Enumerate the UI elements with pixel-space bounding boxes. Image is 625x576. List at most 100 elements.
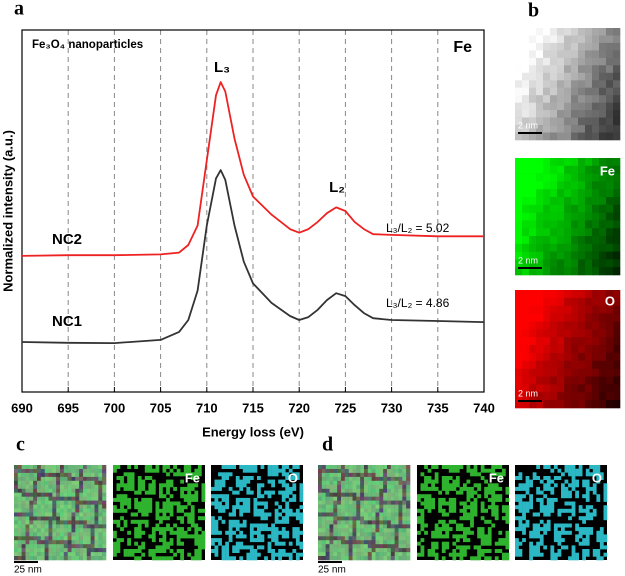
pixel <box>56 469 61 474</box>
pixel <box>539 490 544 495</box>
pixel <box>557 80 565 89</box>
pixel <box>596 476 601 480</box>
pixel <box>536 165 544 174</box>
pixel <box>459 516 464 521</box>
pixel <box>239 497 244 502</box>
pixel <box>176 508 181 513</box>
pixel <box>578 132 586 141</box>
pixel <box>529 549 533 553</box>
pixel <box>260 534 265 539</box>
pixel <box>123 501 128 506</box>
pixel <box>515 102 523 111</box>
pixel <box>79 476 84 482</box>
pixel <box>543 87 551 96</box>
pixel <box>438 490 442 495</box>
pixel <box>37 528 42 533</box>
pixel <box>596 556 601 561</box>
pixel <box>466 490 471 495</box>
pixel <box>94 512 99 517</box>
pixel <box>585 65 593 74</box>
pixel <box>194 556 199 561</box>
pixel <box>257 501 261 506</box>
pixel <box>387 469 392 474</box>
pixel <box>183 465 188 469</box>
pixel <box>162 465 167 469</box>
pixel <box>585 165 593 174</box>
pixel <box>599 50 607 59</box>
pixel <box>550 392 558 401</box>
pixel <box>515 360 523 369</box>
pixel <box>63 556 68 561</box>
pixel <box>463 549 467 553</box>
pixel <box>578 95 586 103</box>
pixel <box>578 42 586 51</box>
pixel <box>596 530 601 535</box>
pixel <box>356 488 361 494</box>
pixel <box>613 243 621 252</box>
pixel <box>564 368 572 377</box>
pixel <box>98 504 103 509</box>
pixel <box>431 465 435 469</box>
pixel <box>134 490 138 495</box>
pixel <box>218 472 222 477</box>
pixel <box>532 552 537 557</box>
pixel <box>613 259 621 268</box>
pixel <box>585 527 590 532</box>
pixel <box>564 95 572 103</box>
pixel <box>529 35 537 44</box>
pixel <box>606 28 614 36</box>
pixel <box>592 345 600 354</box>
pixel <box>187 468 192 473</box>
pixel <box>197 527 202 532</box>
pixel <box>398 528 403 533</box>
pixel <box>477 527 481 532</box>
pixel <box>564 228 572 237</box>
pixel <box>360 508 365 513</box>
pixel <box>44 556 49 561</box>
pixel <box>599 400 607 409</box>
pixel <box>571 472 576 477</box>
pixel <box>606 95 614 103</box>
pixel <box>529 400 537 409</box>
pixel <box>14 556 19 561</box>
pixel <box>56 524 61 529</box>
pixel <box>75 548 80 553</box>
pixel <box>379 536 384 541</box>
pixel <box>130 549 135 553</box>
pixel <box>151 549 156 553</box>
pixel <box>592 392 600 401</box>
pixel <box>352 500 357 505</box>
pixel <box>67 556 72 561</box>
pixel <box>25 496 30 501</box>
pixel <box>40 516 45 521</box>
pixel <box>169 494 174 499</box>
pixel <box>257 530 261 535</box>
pixel <box>571 251 579 260</box>
pixel <box>267 479 272 484</box>
pixel <box>123 549 128 553</box>
pixel <box>470 516 474 521</box>
pixel <box>473 465 478 469</box>
pixel <box>79 552 84 557</box>
pixel <box>390 504 395 509</box>
pixel <box>48 516 53 521</box>
pixel <box>367 512 372 517</box>
pixel <box>427 549 432 553</box>
pixel <box>398 508 403 513</box>
pixel <box>29 512 34 517</box>
pixel <box>67 548 72 553</box>
pixel <box>585 494 590 499</box>
pixel <box>21 544 26 549</box>
pixel <box>371 552 376 557</box>
pixel <box>536 110 544 118</box>
pixel <box>543 212 551 221</box>
pixel <box>564 530 569 535</box>
pixel <box>86 484 91 490</box>
pixel <box>546 479 551 484</box>
pixel <box>550 228 558 237</box>
pixel <box>120 516 124 521</box>
pixel <box>480 468 485 473</box>
pixel <box>239 545 244 550</box>
pixel <box>63 496 68 501</box>
pixel <box>169 505 174 510</box>
